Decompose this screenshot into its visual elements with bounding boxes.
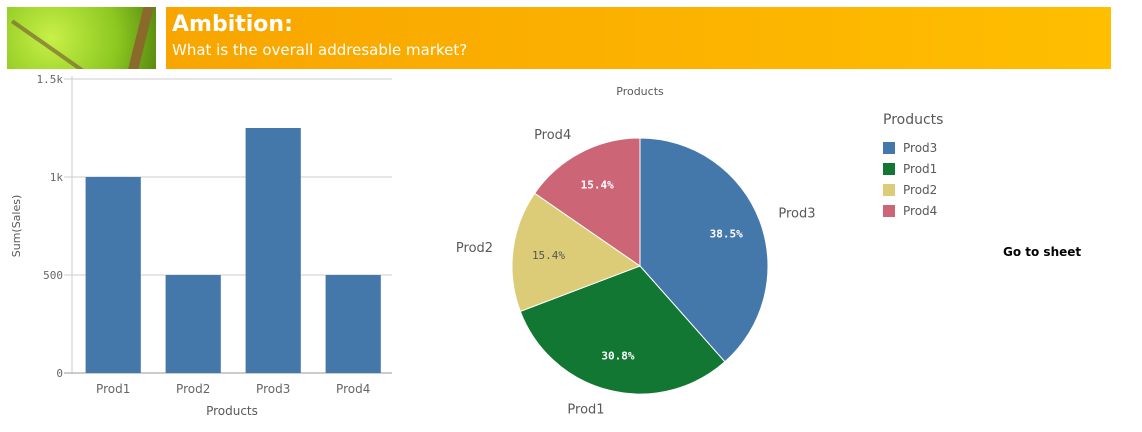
legend-label: Prod3 — [903, 140, 938, 155]
legend-item-Prod4[interactable]: Prod4 — [883, 200, 943, 221]
header-image — [7, 7, 156, 69]
slice-category-label: Prod2 — [456, 241, 493, 256]
legend-item-Prod2[interactable]: Prod2 — [883, 179, 943, 200]
legend-swatch — [883, 162, 895, 175]
pie-title: Products — [616, 85, 664, 98]
x-tick-label: Prod2 — [176, 382, 210, 396]
header-title: Ambition: — [172, 12, 293, 37]
y-tick-label: 1k — [50, 171, 64, 184]
x-tick-label: Prod3 — [256, 382, 290, 396]
legend-item-Prod1[interactable]: Prod1 — [883, 158, 943, 179]
y-tick-label: 500 — [43, 269, 63, 282]
legend-swatch — [883, 141, 895, 154]
header-banner: Ambition: What is the overall addresable… — [166, 7, 1111, 69]
y-tick-label: 0 — [56, 367, 63, 380]
legend-label: Prod4 — [903, 203, 938, 218]
bar-Prod1[interactable] — [85, 177, 141, 373]
slice-Prod3[interactable] — [639, 137, 769, 363]
slice-value-label: 15.4% — [532, 249, 565, 262]
slice-Prod1[interactable] — [519, 265, 726, 395]
slice-value-label: 15.4% — [581, 178, 614, 191]
slice-Prod2[interactable] — [511, 192, 642, 313]
slice-value-label: 30.8% — [601, 349, 634, 362]
slice-category-label: Prod3 — [778, 207, 815, 222]
x-tick-label: Prod4 — [336, 382, 370, 396]
legend-label: Prod1 — [903, 161, 938, 176]
slice-category-label: Prod4 — [534, 128, 571, 143]
go-to-sheet-button[interactable]: Go to sheet — [1003, 245, 1082, 259]
pie-chart[interactable]: Products 38.5% Prod3 30.8% Prod1 15.4% Prod2 15… — [420, 0, 860, 432]
x-tick-label: Prod1 — [96, 382, 130, 396]
bar-Prod4[interactable] — [325, 275, 381, 373]
bar-Prod3[interactable] — [245, 128, 301, 373]
legend-label: Prod2 — [903, 182, 938, 197]
slice-value-label: 38.5% — [710, 227, 743, 240]
bar-Prod2[interactable] — [165, 275, 221, 373]
header-subtitle: What is the overall addresable market? — [172, 41, 468, 59]
y-tick-label: 1.5k — [37, 73, 64, 86]
y-axis-title: Sum(Sales) — [10, 195, 23, 258]
slice-Prod4[interactable] — [533, 137, 641, 267]
legend-swatch — [883, 183, 895, 196]
bar-chart[interactable]: 0 500 1k 1.5k Prod1 Prod2 Prod3 Prod4 Products Su… — [0, 0, 420, 432]
x-axis-title: Products — [206, 404, 258, 418]
legend-swatch — [883, 204, 895, 217]
legend-title: Products — [883, 112, 944, 128]
pie-legend: Products Prod3 Prod1 Prod2 Prod4 — [883, 112, 943, 221]
legend-item-Prod3[interactable]: Prod3 — [883, 137, 943, 158]
slice-category-label: Prod1 — [567, 403, 604, 418]
